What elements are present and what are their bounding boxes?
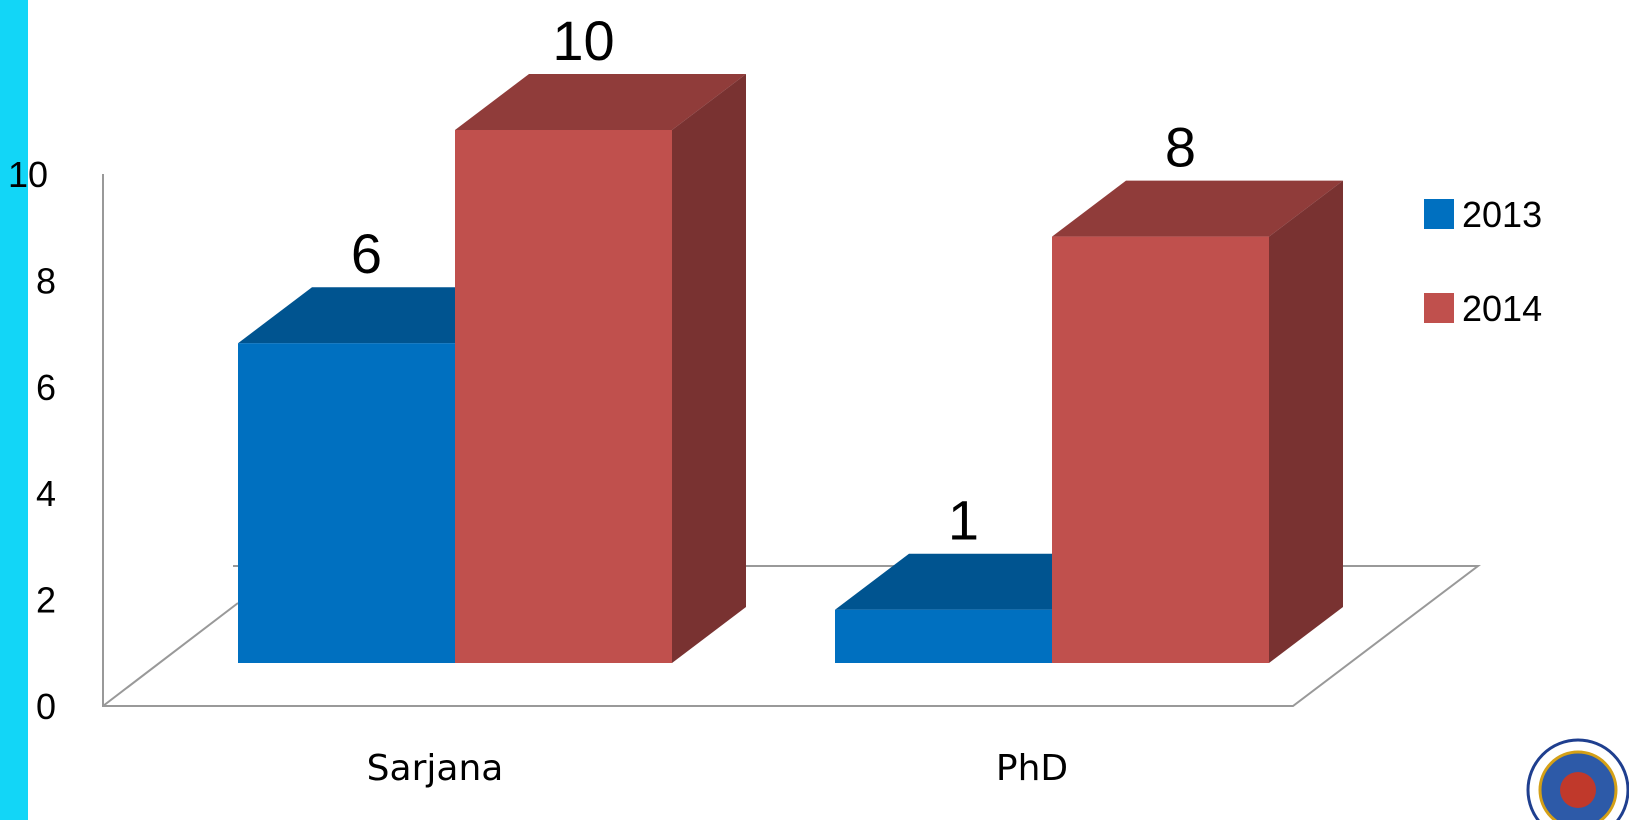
bar-front	[835, 609, 1052, 663]
seal-center	[1560, 772, 1596, 808]
bar-front	[238, 343, 455, 663]
x-axis-labels: Sarjana PhD	[367, 748, 1068, 789]
x-tick-label: PhD	[996, 748, 1068, 789]
data-label: 8	[1165, 116, 1196, 179]
data-label: 6	[351, 222, 382, 285]
x-tick-label: Sarjana	[367, 748, 504, 789]
bar-phd-2014	[1052, 180, 1343, 663]
bar-side	[672, 74, 746, 663]
legend-item-2013[interactable]: 2013	[1424, 194, 1542, 235]
y-tick-label: 6	[36, 367, 56, 408]
legend-item-2014[interactable]: 2014	[1424, 288, 1542, 329]
y-tick-label: 0	[36, 686, 56, 727]
legend-label: 2013	[1462, 194, 1542, 235]
chart-floor-edge	[102, 602, 239, 707]
y-tick-label: 8	[36, 260, 56, 301]
slide-accent-bar	[0, 0, 28, 820]
bar-sarjana-2013	[238, 287, 529, 663]
y-tick-label: 2	[36, 580, 56, 621]
legend-label: 2014	[1462, 288, 1542, 329]
data-label: 10	[552, 9, 614, 72]
legend[interactable]: 2013 2014	[1424, 194, 1542, 329]
legend-swatch	[1424, 293, 1454, 323]
data-labels: 6 10 1 8	[351, 9, 1196, 552]
bar-sarjana-2014	[455, 74, 746, 663]
data-label: 1	[948, 489, 979, 552]
bar-side	[1269, 180, 1343, 663]
emblem-seal-icon	[1526, 738, 1629, 820]
bar-top	[455, 74, 746, 130]
bars	[238, 74, 1343, 663]
bar-top	[1052, 180, 1343, 237]
y-tick-label: 4	[36, 473, 56, 514]
bar-front	[455, 130, 672, 663]
legend-swatch	[1424, 199, 1454, 229]
bar-front	[1052, 236, 1269, 663]
y-axis: 0 2 4 6 8 10	[8, 154, 56, 727]
y-tick-label: 10	[8, 154, 48, 195]
